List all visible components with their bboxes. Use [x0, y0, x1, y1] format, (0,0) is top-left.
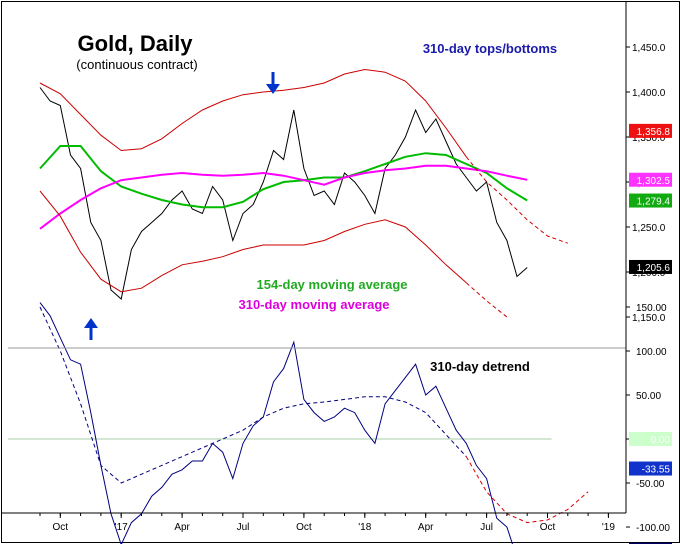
- cycle-projection-line: [39, 306, 467, 484]
- xtick-label: Oct: [296, 522, 312, 533]
- detrend-ytick-label: 150.00: [636, 303, 667, 314]
- price-value-tag-label: 1,205.6: [637, 263, 671, 274]
- detrend-ytick-label: -50.00: [636, 479, 665, 490]
- detrend-ytick-label: 50.00: [636, 391, 661, 402]
- detrend-value-tag: [629, 432, 672, 446]
- price-ytick-label: 1,350.0: [632, 133, 666, 144]
- detrend-title: 310-day detrend: [430, 359, 530, 374]
- price-value-tag-label: 1,356.8: [637, 127, 671, 138]
- detrend-ytick-label: 100.00: [636, 347, 667, 358]
- price-value-tag: [629, 123, 672, 138]
- gold-price-line: [39, 87, 528, 300]
- lower-envelope-line-projection: [465, 282, 508, 318]
- legend-310ma: 310-day moving average: [238, 297, 389, 312]
- xtick-label: '18: [358, 522, 371, 533]
- detrend-panel: [8, 302, 589, 544]
- price-value-tag: [629, 259, 672, 274]
- detrend-value-tag: [629, 461, 672, 476]
- xtick-label: '17: [115, 522, 128, 533]
- price-value-tag-label: 1,279.4: [637, 197, 671, 208]
- detrend-value-tag-label: 0.00: [651, 435, 671, 446]
- bottom-arrow-icon: [84, 318, 98, 340]
- xtick-label: Oct: [53, 522, 69, 533]
- xtick-label: Jul: [480, 522, 493, 533]
- upper-envelope-line-projection: [465, 156, 568, 244]
- detrend-value-tag-label: -33.55: [642, 465, 671, 476]
- xtick-label: Apr: [418, 522, 434, 533]
- xtick-label: '19: [602, 522, 615, 533]
- chart-title: Gold, Daily: [78, 31, 194, 56]
- legend-154ma: 154-day moving average: [256, 277, 407, 292]
- xtick-label: Jul: [237, 522, 250, 533]
- price-ytick-label: 1,400.0: [632, 88, 666, 99]
- price-value-tag: [629, 172, 672, 187]
- price-value-tag-label: 1,302.5: [637, 176, 671, 187]
- detrend-value-tag: [629, 542, 672, 544]
- chart-subtitle: (continuous contract): [76, 57, 197, 72]
- detrend-line: [39, 302, 514, 544]
- cycle-annotation: 310-day tops/bottoms: [423, 41, 557, 56]
- price-ytick-label: 1,150.0: [632, 313, 666, 324]
- 154-day-moving-average-line: [39, 145, 528, 209]
- cycle-projection-future-line: [465, 456, 589, 524]
- price-ytick-label: 1,450.0: [632, 43, 666, 54]
- lower-envelope-line: [39, 190, 467, 293]
- detrend-ytick-label: -100.00: [636, 523, 670, 534]
- upper-envelope-line: [39, 68, 467, 158]
- 310-day-moving-average-line: [39, 164, 528, 230]
- xtick-label: Apr: [174, 522, 190, 533]
- xtick-label: Oct: [540, 522, 556, 533]
- top-arrow-icon: [266, 72, 280, 94]
- price-value-tag: [629, 193, 672, 208]
- price-ytick-label: 1,250.0: [632, 223, 666, 234]
- price-panel: [39, 68, 568, 318]
